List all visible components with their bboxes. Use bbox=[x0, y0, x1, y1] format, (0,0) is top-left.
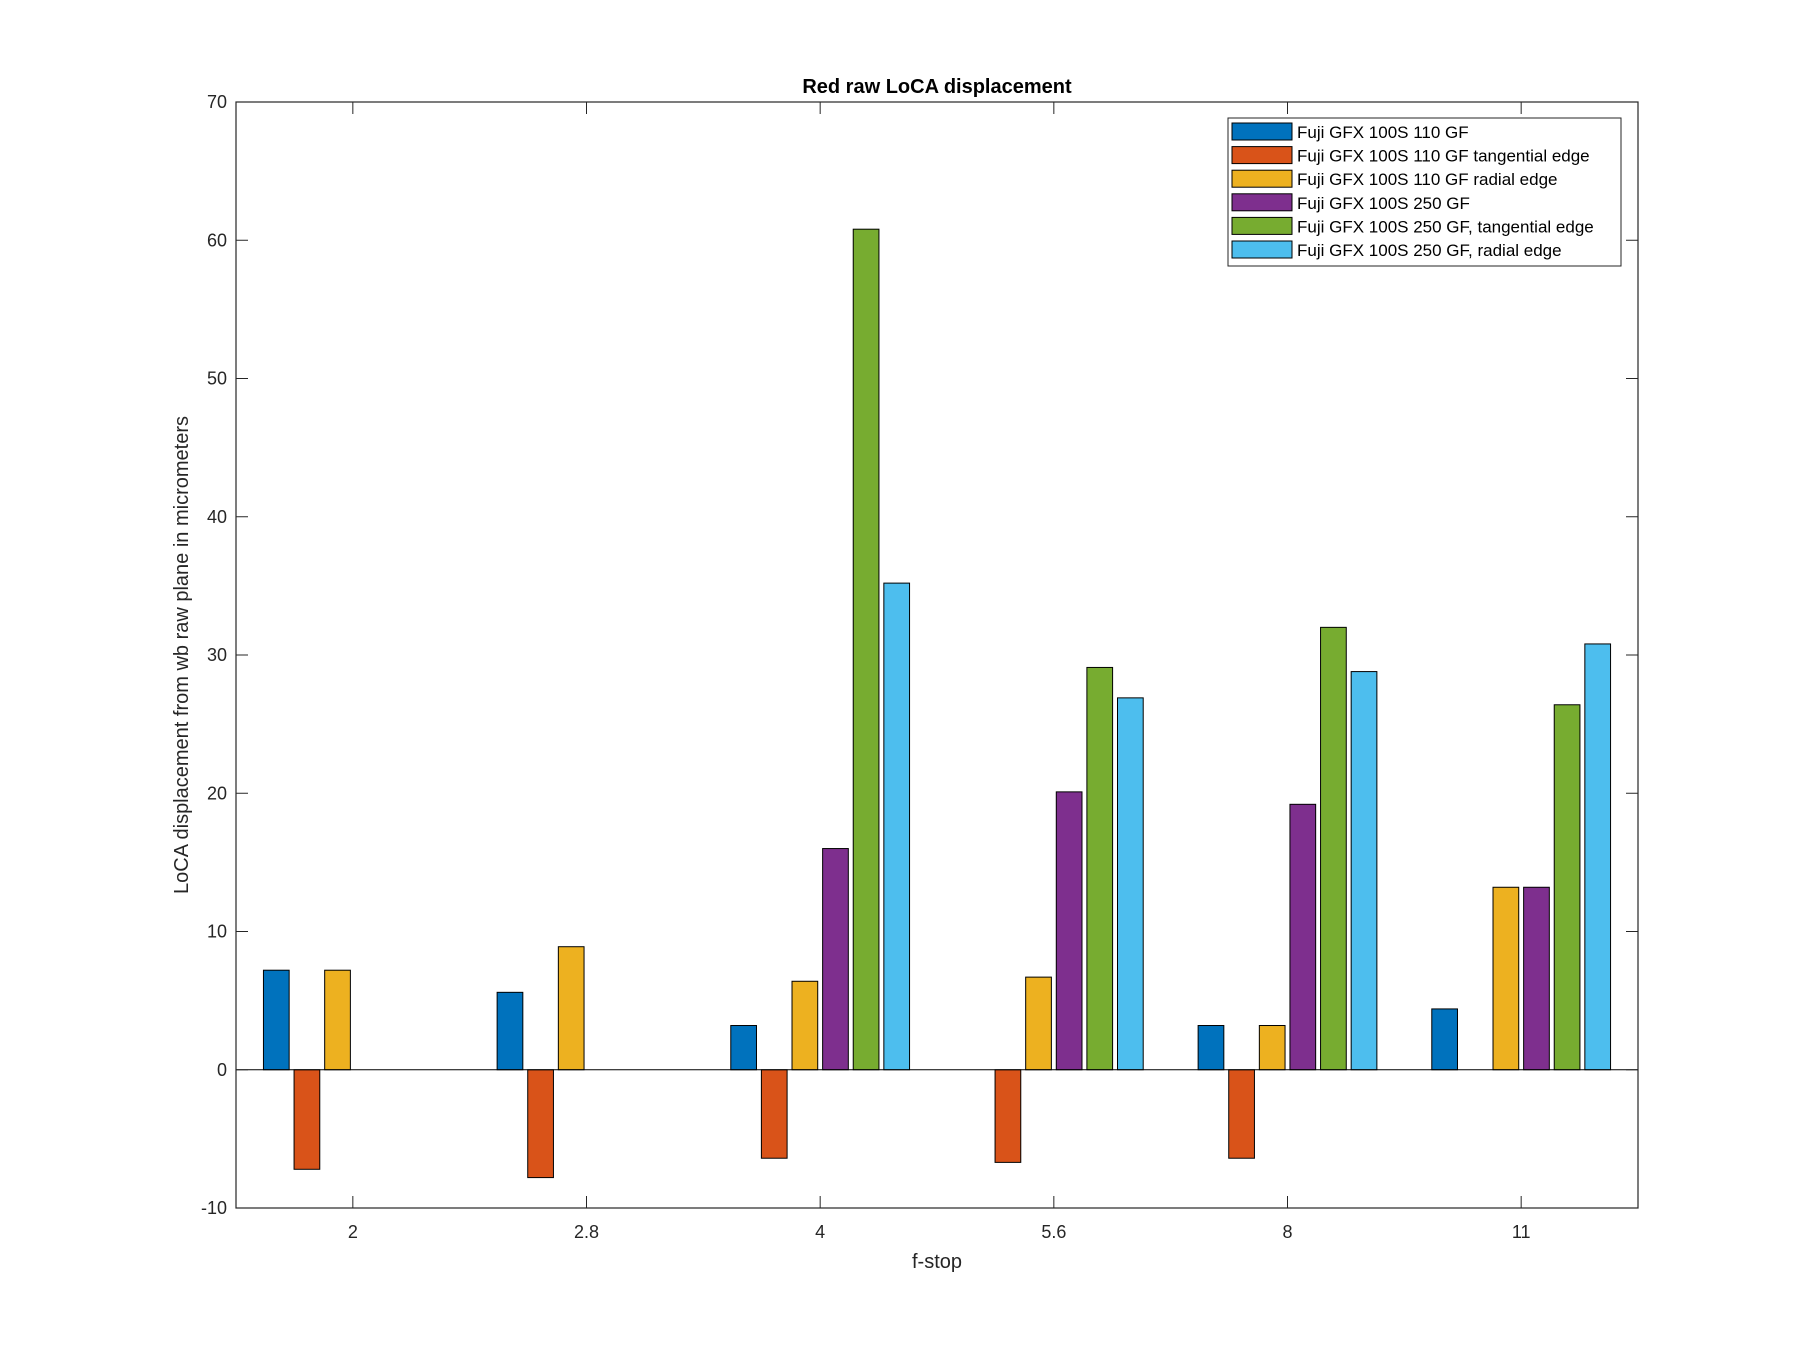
legend: Fuji GFX 100S 110 GF Fuji GFX 100S 110 GF… bbox=[1227, 117, 1622, 267]
ticks-layer: -10 0 10 20 30 40 50 60 70 2 2.8 4 5.6 8 11 bbox=[201, 92, 1638, 1242]
bar bbox=[1584, 643, 1612, 1071]
bar bbox=[760, 1069, 788, 1159]
x-tick-label: 5.6 bbox=[1041, 1222, 1066, 1242]
y-tick-label: 40 bbox=[207, 507, 227, 527]
x-tick-label: 2 bbox=[348, 1222, 358, 1242]
bar bbox=[1025, 976, 1052, 1071]
bar bbox=[1492, 886, 1520, 1071]
bar bbox=[1320, 626, 1347, 1071]
legend-box bbox=[1227, 117, 1622, 267]
y-tick-label: 30 bbox=[207, 645, 227, 665]
legend-swatch bbox=[1231, 193, 1293, 212]
chart-title: Red raw LoCA displacement bbox=[802, 76, 1072, 98]
bar bbox=[1553, 704, 1581, 1071]
legend-swatch bbox=[1231, 122, 1293, 141]
bar bbox=[1117, 697, 1144, 1071]
bar bbox=[1350, 671, 1378, 1071]
bar bbox=[293, 1069, 321, 1170]
bar bbox=[791, 980, 819, 1071]
legend-label: Fuji GFX 100S 110 GF bbox=[1297, 123, 1469, 142]
x-tick-label: 8 bbox=[1282, 1222, 1292, 1242]
legend-swatch bbox=[1231, 216, 1293, 235]
y-axis-label: LoCA displacement from wb raw plane in m… bbox=[171, 416, 193, 894]
bar bbox=[324, 969, 351, 1071]
y-tick-label: 10 bbox=[207, 922, 227, 942]
bar bbox=[262, 969, 290, 1071]
x-tick-label: 11 bbox=[1512, 1222, 1531, 1242]
bar bbox=[527, 1069, 554, 1179]
x-tick-label: 2.8 bbox=[574, 1222, 599, 1242]
bar bbox=[1258, 1025, 1286, 1071]
bar bbox=[496, 991, 524, 1071]
legend-label: Fuji GFX 100S 250 GF bbox=[1297, 194, 1470, 213]
legend-swatch bbox=[1231, 169, 1293, 188]
bar bbox=[1523, 886, 1550, 1071]
x-tick-label: 4 bbox=[815, 1222, 825, 1242]
bar bbox=[883, 582, 911, 1071]
legend-label: Fuji GFX 100S 250 GF, radial edge bbox=[1297, 241, 1562, 260]
bar bbox=[557, 946, 585, 1071]
bar bbox=[852, 228, 880, 1071]
bars-layer bbox=[262, 228, 1612, 1179]
bar bbox=[1431, 1008, 1458, 1071]
y-tick-label: 20 bbox=[207, 783, 227, 803]
bar bbox=[1197, 1025, 1225, 1071]
legend-swatch bbox=[1231, 146, 1293, 165]
bar bbox=[730, 1025, 757, 1071]
bar bbox=[1228, 1069, 1255, 1159]
x-axis-label: f-stop bbox=[912, 1251, 962, 1273]
y-tick-label: 50 bbox=[207, 369, 227, 389]
y-tick-label: 60 bbox=[207, 230, 227, 250]
bar bbox=[994, 1069, 1022, 1163]
plot-area bbox=[236, 102, 1638, 1208]
legend-label: Fuji GFX 100S 110 GF radial edge bbox=[1297, 170, 1558, 189]
bar bbox=[1086, 666, 1114, 1071]
y-tick-label: -10 bbox=[201, 1198, 227, 1218]
bar bbox=[1289, 803, 1317, 1071]
bar bbox=[822, 848, 849, 1071]
legend-label: Fuji GFX 100S 250 GF, tangential edge bbox=[1297, 217, 1594, 236]
bar bbox=[1055, 791, 1083, 1071]
legend-label: Fuji GFX 100S 110 GF tangential edge bbox=[1297, 147, 1590, 166]
legend-swatch bbox=[1231, 240, 1293, 259]
y-tick-label: 70 bbox=[207, 92, 227, 112]
y-tick-label: 0 bbox=[217, 1060, 227, 1080]
